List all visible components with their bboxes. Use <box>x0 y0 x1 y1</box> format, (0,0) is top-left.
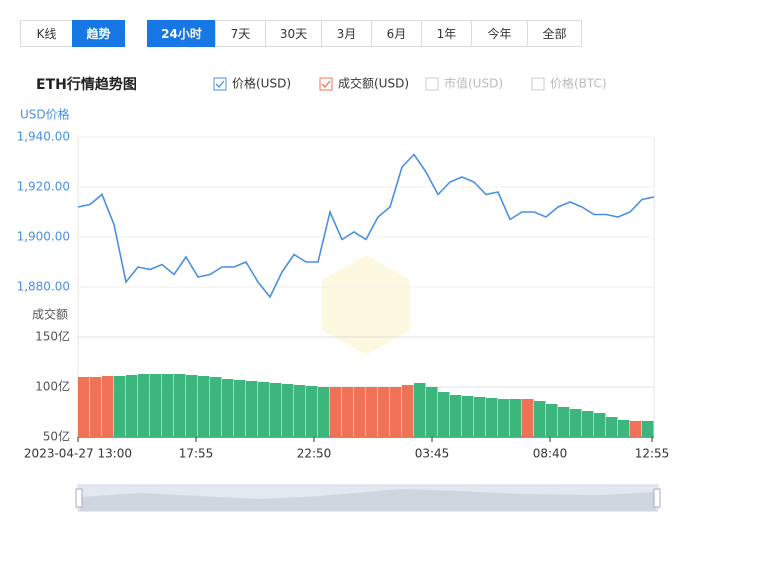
y2-tick-label: 100亿 <box>35 379 70 394</box>
x-tick-label: 2023-04-27 13:00 <box>24 447 132 461</box>
volume-bar <box>78 377 90 437</box>
volume-bar <box>354 387 366 437</box>
volume-bar <box>378 387 390 437</box>
volume-bar <box>342 387 354 437</box>
volume-bar <box>570 409 582 437</box>
y2-tick-label: 50亿 <box>43 429 70 444</box>
y-tick-label: 1,900.00 <box>17 230 70 244</box>
chart-title: ETH行情趋势图 <box>36 76 137 93</box>
volume-bar <box>222 379 234 437</box>
volume-bar <box>582 411 594 437</box>
volume-bar <box>450 395 462 437</box>
range-button[interactable]: 全部 <box>527 20 582 47</box>
x-tick-label: 12:55 <box>635 447 670 461</box>
volume-bar <box>246 381 258 437</box>
legend-item[interactable]: 价格(BTC) <box>531 76 607 91</box>
price-line <box>77 153 655 299</box>
navigator-preview <box>80 489 656 511</box>
volume-bar <box>534 401 546 437</box>
legend-checkbox[interactable] <box>425 77 439 91</box>
legend-item[interactable]: 成交额(USD) <box>319 76 409 91</box>
volume-bar <box>618 420 630 437</box>
legend-checkbox[interactable] <box>531 77 545 91</box>
tab[interactable]: 趋势 <box>72 20 125 47</box>
volume-bar <box>462 396 474 437</box>
legend-item[interactable]: 价格(USD) <box>213 76 291 91</box>
range-button[interactable]: 30天 <box>265 20 322 47</box>
tab[interactable]: K线 <box>20 20 73 47</box>
y-tick-label: 1,920.00 <box>17 180 70 194</box>
volume-bar <box>162 374 174 437</box>
y2-tick-label: 150亿 <box>35 329 70 344</box>
volume-bar <box>438 392 450 437</box>
y-tick-label: 1,940.00 <box>17 130 70 144</box>
range-button[interactable]: 1年 <box>421 20 472 47</box>
volume-bar <box>210 377 222 437</box>
volume-bar <box>306 386 318 437</box>
volume-bar <box>138 374 150 437</box>
legend-label: 成交额(USD) <box>338 76 409 91</box>
range-button[interactable]: 6月 <box>371 20 422 47</box>
volume-bar <box>318 387 330 437</box>
legend-check <box>321 80 331 88</box>
volume-bar <box>606 417 618 437</box>
y-tick-label: 1,880.00 <box>17 280 70 294</box>
legend-checkbox[interactable] <box>213 77 227 91</box>
volume-bar <box>474 397 486 437</box>
volume-bar <box>126 375 138 437</box>
navigator-handle[interactable] <box>653 488 661 508</box>
volume-bar <box>258 382 270 437</box>
range-button[interactable]: 今年 <box>471 20 528 47</box>
x-tick-label: 22:50 <box>297 447 332 461</box>
volume-bar <box>150 374 162 437</box>
volume-bar <box>198 376 210 437</box>
volume-bar <box>486 398 498 437</box>
volume-bar <box>282 384 294 437</box>
volume-bar <box>522 399 534 437</box>
volume-bar <box>366 387 378 437</box>
volume-bar <box>234 380 246 437</box>
legend-item[interactable]: 市值(USD) <box>425 76 503 91</box>
volume-bar <box>330 387 342 437</box>
volume-bar <box>426 387 438 437</box>
volume-bar <box>174 374 186 437</box>
volume-bar <box>114 376 126 437</box>
volume-bar <box>630 421 642 437</box>
x-tick-label: 17:55 <box>179 447 214 461</box>
volume-bar <box>510 399 522 437</box>
legend-checkbox[interactable] <box>319 77 333 91</box>
legend-check <box>215 80 225 88</box>
volume-bar <box>594 413 606 437</box>
volume-bar <box>558 407 570 437</box>
watermark <box>322 255 410 355</box>
y-axis-label: USD价格 <box>20 107 70 122</box>
volume-bar <box>390 387 402 437</box>
navigator-handle[interactable] <box>75 488 83 508</box>
range-button[interactable]: 24小时 <box>147 20 216 47</box>
volume-bar <box>186 375 198 437</box>
volume-bar <box>90 377 102 437</box>
volume-bar <box>642 421 654 437</box>
volume-bar <box>270 383 282 437</box>
x-tick-label: 08:40 <box>533 447 568 461</box>
volume-bar <box>294 385 306 437</box>
x-tick-label: 03:45 <box>415 447 450 461</box>
volume-bar <box>102 376 114 437</box>
volume-bar <box>498 399 510 437</box>
volume-bar <box>402 385 414 437</box>
legend-label: 价格(USD) <box>232 76 291 91</box>
y2-axis-label: 成交额 <box>32 307 68 322</box>
legend-label: 价格(BTC) <box>550 76 607 91</box>
volume-bar <box>414 383 426 437</box>
legend-label: 市值(USD) <box>444 76 503 91</box>
volume-bar <box>546 404 558 437</box>
